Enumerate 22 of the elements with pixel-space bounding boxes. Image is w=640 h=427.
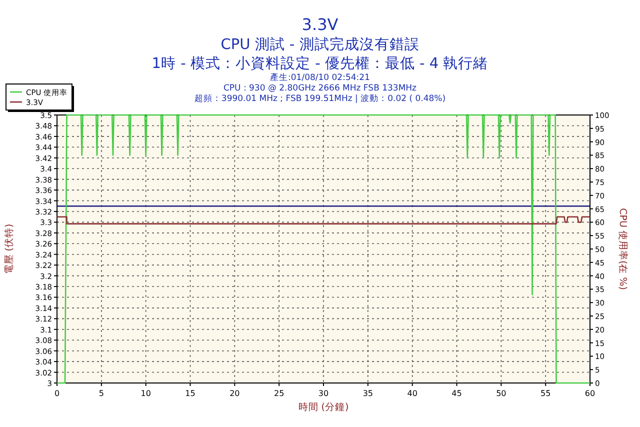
x-axis-title: 時間 (分鐘) xyxy=(298,401,349,413)
chart-title: 3.3V xyxy=(302,15,338,34)
x-tick-label: 45 xyxy=(452,389,462,398)
x-tick-label: 20 xyxy=(230,389,240,398)
x-tick-label: 30 xyxy=(318,389,329,398)
x-tick-label: 10 xyxy=(140,389,151,398)
x-tick-label: 50 xyxy=(496,389,506,398)
text: 產生:01/08/10 02:54:21 xyxy=(270,72,370,83)
x-tick-label: 35 xyxy=(362,389,374,398)
line-series xyxy=(57,114,590,384)
text: CPU : 930 @ 2.80GHz 2666 MHz FSB 133MHz xyxy=(223,84,418,94)
x-tick-label: 55 xyxy=(540,389,551,398)
x-tick-label: 25 xyxy=(274,389,284,398)
x-tick-label: 15 xyxy=(185,389,196,398)
y-axis-title: 電壓 (伏特) xyxy=(3,224,15,274)
x-tick-label: 5 xyxy=(98,389,104,398)
chart-subtitle: CPU 測試 - 測試完成沒有錯誤 1時 - 模式：小資料設定 - 優先權：最低 - 4 執行緒 xyxy=(152,36,488,72)
y2-axis-title: CPU 使用率(在 %) xyxy=(617,208,629,290)
x-tick-label: 60 xyxy=(584,389,596,398)
text: 超頻：3990.01 MHz ; FSB 199.51MHz | 波動：0.02 ( 0.48%) xyxy=(194,93,446,104)
x-tick-label: 40 xyxy=(407,389,418,398)
x-tick-label: 0 xyxy=(54,389,60,398)
